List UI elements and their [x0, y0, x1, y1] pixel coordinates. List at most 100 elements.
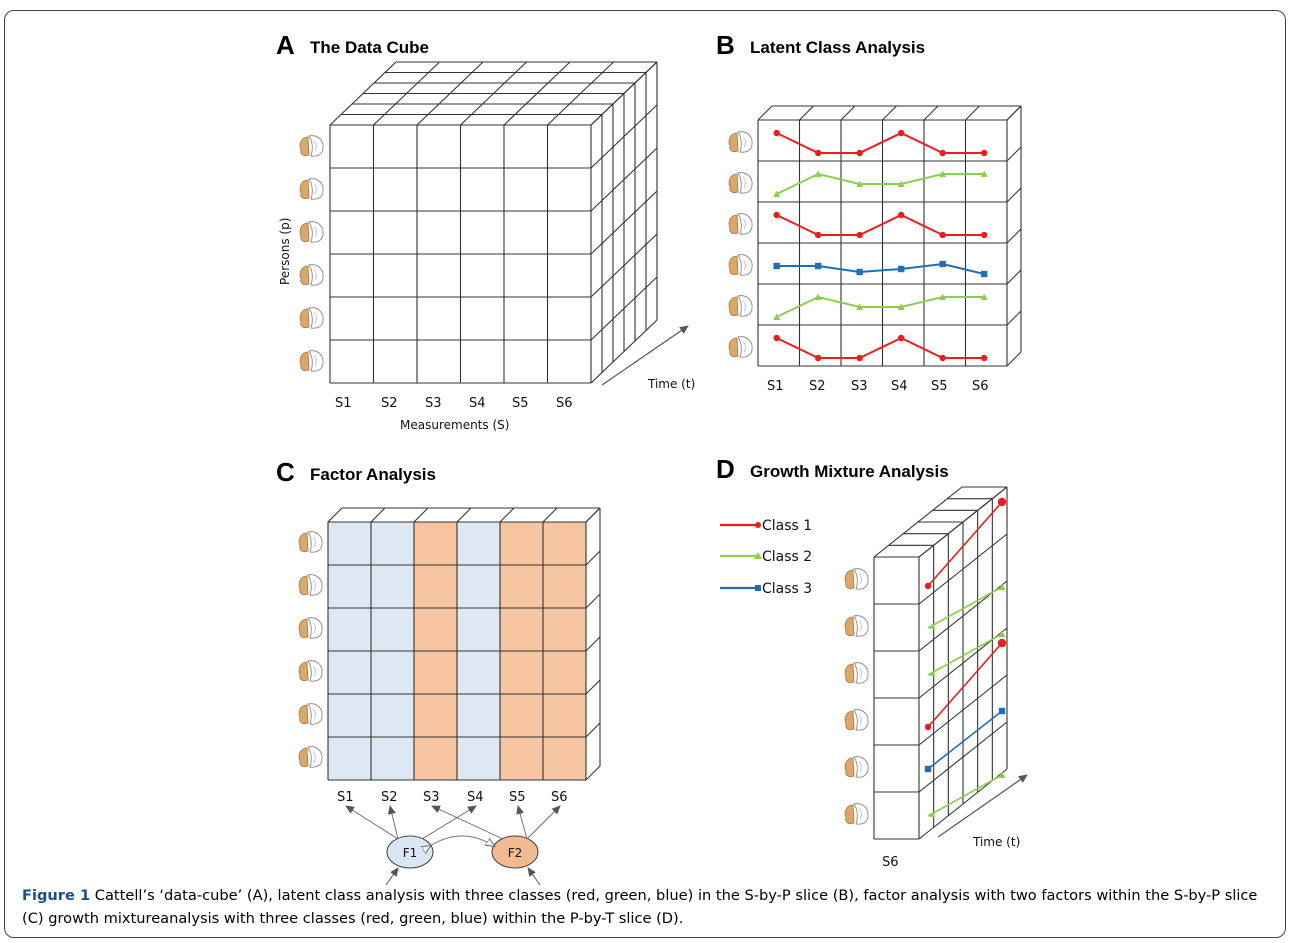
- side-diag: [1006, 146, 1022, 162]
- class-marker: [980, 231, 988, 239]
- panel-d-title: D Growth Mixture Analysis: [716, 454, 949, 484]
- ear-shape: [728, 255, 739, 276]
- panel-b-tick-s3: S3: [851, 379, 868, 394]
- person-icon: [728, 172, 753, 194]
- class-marker: [980, 170, 988, 177]
- head-shape: [853, 709, 869, 731]
- growth-marker: [998, 630, 1006, 637]
- class-marker: [814, 149, 822, 157]
- head-shape: [737, 213, 753, 235]
- legend-label-class-3: Class 3: [762, 581, 812, 597]
- panel-d-name: Growth Mixture Analysis: [750, 462, 949, 481]
- head-shape: [307, 617, 323, 639]
- person-icon: [299, 221, 324, 243]
- ear-shape: [728, 337, 739, 358]
- class-line: [776, 336, 985, 359]
- top-diag: [456, 507, 472, 523]
- person-icon: [299, 178, 324, 200]
- loading-arrow: [431, 805, 504, 840]
- head-shape: [307, 574, 323, 596]
- side-diag: [1006, 187, 1022, 203]
- side-diag: [590, 319, 658, 384]
- panel-b-title: B Latent Class Analysis: [716, 30, 925, 60]
- class-marker: [773, 211, 780, 219]
- panel-b-tick-s5: S5: [931, 379, 948, 394]
- head-shape: [308, 221, 324, 243]
- panel-b-letter: B: [716, 30, 735, 60]
- panel-a-tick-s1: S1: [335, 396, 352, 411]
- growth-line: [927, 501, 1003, 587]
- panel-a-data-cube: [299, 61, 689, 386]
- head-detail: [858, 620, 862, 632]
- class-marker: [939, 149, 946, 157]
- figure-caption: Figure 1 Cattell’s ‘data-cube’ (A), late…: [22, 884, 1272, 930]
- head-detail: [312, 579, 316, 591]
- top-diag: [327, 507, 343, 523]
- class-marker: [897, 211, 905, 219]
- panel-d-letter: D: [716, 454, 735, 484]
- panel-c-tick-s6: S6: [551, 790, 568, 805]
- panel-d-slice-label: S6: [882, 855, 899, 870]
- head-detail: [312, 536, 316, 548]
- class-line: [776, 295, 985, 318]
- class-marker: [897, 129, 905, 137]
- growth-marker: [998, 583, 1006, 590]
- person-icon: [844, 709, 869, 731]
- head-detail: [858, 714, 862, 726]
- ear-shape: [299, 179, 310, 200]
- panel-c-factor-analysis: [298, 507, 601, 886]
- head-shape: [737, 295, 753, 317]
- head-shape: [308, 350, 324, 372]
- growth-marker: [928, 670, 935, 677]
- side-diag: [918, 674, 1008, 746]
- ear-shape: [299, 351, 310, 372]
- person-icon: [298, 660, 323, 682]
- head-detail: [313, 312, 317, 324]
- head-detail: [742, 177, 746, 189]
- ear-shape: [298, 532, 309, 553]
- top-diag: [542, 507, 558, 523]
- panel-a-ylabel: Persons (p): [278, 218, 292, 285]
- time-axis: [601, 325, 689, 386]
- person-icon: [728, 254, 753, 276]
- class-marker: [856, 231, 863, 239]
- head-detail: [312, 751, 316, 763]
- ear-shape: [298, 575, 309, 596]
- growth-marker: [997, 497, 1007, 507]
- top-diag: [413, 507, 429, 523]
- legend-marker-class-2: [754, 552, 762, 559]
- top-diag: [499, 507, 515, 523]
- side-diag: [918, 721, 1008, 793]
- panel-a-tick-s4: S4: [469, 396, 486, 411]
- class-marker: [856, 303, 864, 310]
- head-shape: [307, 531, 323, 553]
- head-detail: [312, 665, 316, 677]
- side-diag: [585, 765, 601, 781]
- legend-marker-class-1: [755, 522, 761, 528]
- ear-shape: [298, 618, 309, 639]
- side-diag: [1006, 310, 1022, 326]
- ear-shape: [728, 296, 739, 317]
- legend: Class 1 Class 2 Class 3: [720, 518, 812, 597]
- ear-shape: [299, 265, 310, 286]
- panel-c-tick-s4: S4: [467, 790, 484, 805]
- person-icon: [728, 336, 753, 358]
- time-axis: [937, 774, 1028, 838]
- head-shape: [737, 131, 753, 153]
- error-arrow: [527, 867, 541, 886]
- growth-line: [927, 774, 1003, 817]
- head-shape: [307, 703, 323, 725]
- class-marker: [897, 303, 905, 310]
- growth-line: [927, 586, 1003, 629]
- person-icon: [298, 703, 323, 725]
- growth-line: [927, 642, 1003, 728]
- loading-arrow: [421, 805, 477, 840]
- side-diag: [585, 550, 601, 566]
- panel-a-tick-s6: S6: [556, 396, 573, 411]
- person-icon: [844, 568, 869, 590]
- person-icon: [728, 131, 753, 153]
- loading-arrow: [516, 805, 528, 840]
- class-marker: [939, 354, 946, 362]
- legend-label-class-2: Class 2: [762, 549, 812, 565]
